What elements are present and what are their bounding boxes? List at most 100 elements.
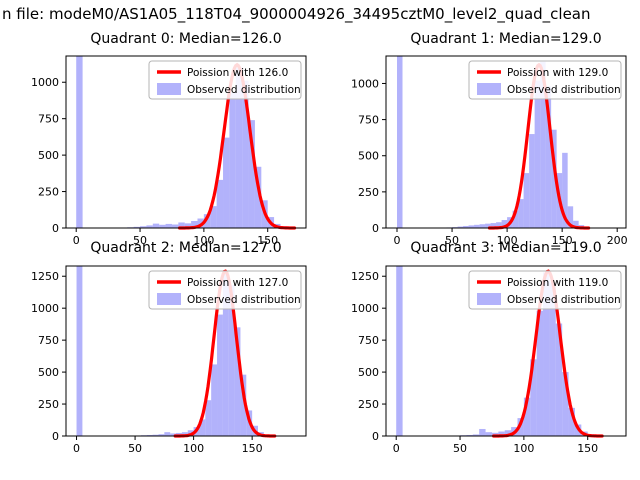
histogram-bar (242, 80, 249, 228)
histogram-bar (396, 266, 403, 436)
histogram-bar (555, 323, 563, 436)
y-tick-label: 500 (38, 149, 59, 162)
histogram-bar (178, 222, 185, 228)
histogram-bar (474, 224, 480, 228)
histogram-bar (457, 226, 464, 228)
y-tick-label: 250 (38, 186, 59, 199)
histogram-bar (517, 418, 524, 436)
histogram-bar (203, 214, 211, 228)
histogram-bar (472, 434, 480, 436)
subplot-quadrant-0: Quadrant 0: Median=126.0 0 50 100 150 0 250 50… (31, 31, 307, 247)
x-tick-label: 100 (183, 442, 204, 455)
y-tick-label: 0 (372, 222, 379, 235)
histogram-bar (152, 223, 160, 228)
histogram-bar (518, 199, 524, 228)
histogram-bar (543, 272, 550, 436)
legend-label-observed: Observed distribution (507, 294, 621, 306)
histogram-bar (568, 407, 575, 436)
histogram-bar (234, 327, 241, 436)
histogram-bar (529, 134, 535, 228)
histogram-bar (504, 430, 512, 436)
legend-box (148, 60, 302, 100)
y-tick-label: 750 (38, 113, 59, 126)
histogram-bar (485, 432, 492, 436)
legend-patch-sample (477, 293, 501, 305)
histogram-bar (133, 226, 141, 228)
histogram-bar (76, 56, 83, 228)
x-tick-label: 200 (607, 234, 628, 247)
histogram-bar (140, 226, 147, 228)
y-tick-label: 250 (358, 186, 379, 199)
x-tick-label: 50 (445, 234, 459, 247)
y-tick-label: 750 (38, 334, 59, 347)
x-tick-label: 50 (133, 234, 147, 247)
histogram-bar (248, 120, 255, 228)
histogram-bar (562, 372, 569, 436)
histogram-bar (479, 224, 486, 228)
histogram-bar (171, 224, 179, 228)
y-tick-label: 750 (358, 114, 379, 127)
histogram-bar (534, 80, 541, 228)
histogram-bar (573, 220, 579, 228)
x-tick-label: 0 (73, 234, 80, 247)
histogram-bar (159, 224, 166, 228)
axes-frame (385, 55, 627, 229)
legend-patch-sample (157, 293, 181, 305)
histogram-bar (397, 56, 403, 228)
y-tick-label: 250 (38, 398, 59, 411)
histogram-bar (164, 432, 171, 436)
x-tick-label: 100 (193, 234, 214, 247)
histogram-bar (211, 364, 218, 436)
histogram-bar (223, 137, 230, 228)
histogram-bar (170, 433, 177, 436)
axes-frame (65, 265, 307, 437)
x-tick-label: 50 (128, 442, 142, 455)
histogram-bar (551, 129, 557, 228)
subplot-quadrant-1: Quadrant 1: Median=129.0 0 50 100 150 200 0 25… (351, 31, 628, 247)
histogram-bar (228, 285, 235, 436)
histogram-bar (567, 206, 574, 228)
legend-patch-sample (157, 83, 181, 95)
y-tick-label: 1250 (351, 270, 379, 283)
legend-box (468, 270, 622, 310)
histogram-bar (240, 374, 247, 436)
histogram-bar (468, 225, 475, 228)
histogram-bar (496, 222, 502, 228)
histogram-bar (485, 223, 491, 228)
histogram-bar (540, 61, 546, 228)
y-tick-label: 500 (38, 366, 59, 379)
histogram-bar (184, 223, 192, 228)
x-tick-label: 0 (73, 442, 80, 455)
subplot-title-quadrant-2: Quadrant 2: Median=127.0 (90, 240, 281, 256)
y-tick-label: 500 (358, 366, 379, 379)
x-tick-label: 0 (394, 234, 401, 247)
histogram-bar (254, 166, 262, 228)
histogram-bar (530, 359, 537, 436)
legend-label-poisson: Poission with 126.0 (187, 67, 288, 79)
histogram-bar (165, 223, 172, 228)
histogram-bar (536, 310, 544, 436)
y-tick-label: 1000 (351, 302, 379, 315)
axes-frame (65, 55, 307, 229)
y-tick-label: 500 (358, 150, 379, 163)
legend-label-poisson: Poission with 119.0 (507, 277, 608, 289)
legend-label-poisson: Poission with 127.0 (187, 277, 288, 289)
histogram-bar (229, 92, 236, 228)
histogram-bar (217, 314, 223, 436)
subplot-quadrant-2: Quadrant 2: Median=127.0 0 50 100 150 0 250 50… (31, 240, 307, 455)
histogram-bar (562, 152, 568, 228)
histogram-bar (216, 179, 224, 228)
x-tick-label: 0 (393, 442, 400, 455)
legend-label-observed: Observed distribution (187, 84, 301, 96)
x-tick-label: 150 (577, 442, 598, 455)
y-tick-label: 750 (358, 334, 379, 347)
axes-frame (385, 265, 627, 437)
histogram-bar (191, 221, 198, 228)
x-tick-label: 150 (257, 234, 278, 247)
histogram-bar (479, 428, 486, 436)
x-tick-label: 150 (242, 442, 263, 455)
legend-label-observed: Observed distribution (187, 294, 301, 306)
histogram-bar (146, 434, 153, 436)
y-tick-label: 1000 (31, 302, 59, 315)
